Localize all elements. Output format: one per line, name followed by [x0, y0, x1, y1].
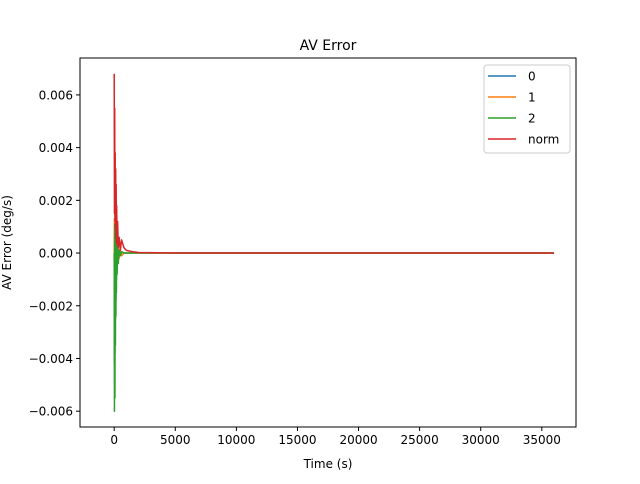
y-tick-label: −0.006	[29, 405, 73, 419]
y-tick-label: 0.004	[39, 141, 73, 155]
legend-label-2: 2	[528, 112, 536, 126]
series-layer	[113, 73, 555, 412]
x-tick-label: 25000	[401, 433, 439, 447]
x-axis-label: Time (s)	[303, 457, 353, 471]
legend-label-3: norm	[528, 133, 559, 147]
x-tick-label: 20000	[339, 433, 377, 447]
y-tick-label: −0.004	[29, 352, 73, 366]
series-line-norm	[113, 73, 555, 254]
legend-label-1: 1	[528, 91, 536, 105]
x-tick-label: 15000	[278, 433, 316, 447]
x-tick-label: 30000	[462, 433, 500, 447]
x-tick-label: 0	[110, 433, 118, 447]
plot-area	[79, 57, 577, 428]
x-tick-label: 35000	[523, 433, 561, 447]
legend: 0 1 2 norm	[483, 64, 571, 154]
x-tick-label: 5000	[160, 433, 191, 447]
y-tick-label: −0.002	[29, 299, 73, 313]
legend-label-0: 0	[528, 70, 536, 84]
y-tick-label: 0.006	[39, 88, 73, 102]
y-axis-label: AV Error (deg/s)	[0, 195, 14, 290]
y-tick-label: 0.002	[39, 194, 73, 208]
y-axis: −0.006 −0.004 −0.002 0.000 0.002 0.004 0.006	[29, 88, 80, 419]
axes-frame	[79, 57, 577, 428]
chart-title: AV Error	[300, 38, 357, 54]
y-tick-label: 0.000	[39, 247, 73, 261]
x-tick-label: 10000	[217, 433, 255, 447]
legend-box	[483, 64, 571, 154]
x-axis: 0 5000 10000 15000 20000 25000 30000 35000	[110, 427, 561, 447]
